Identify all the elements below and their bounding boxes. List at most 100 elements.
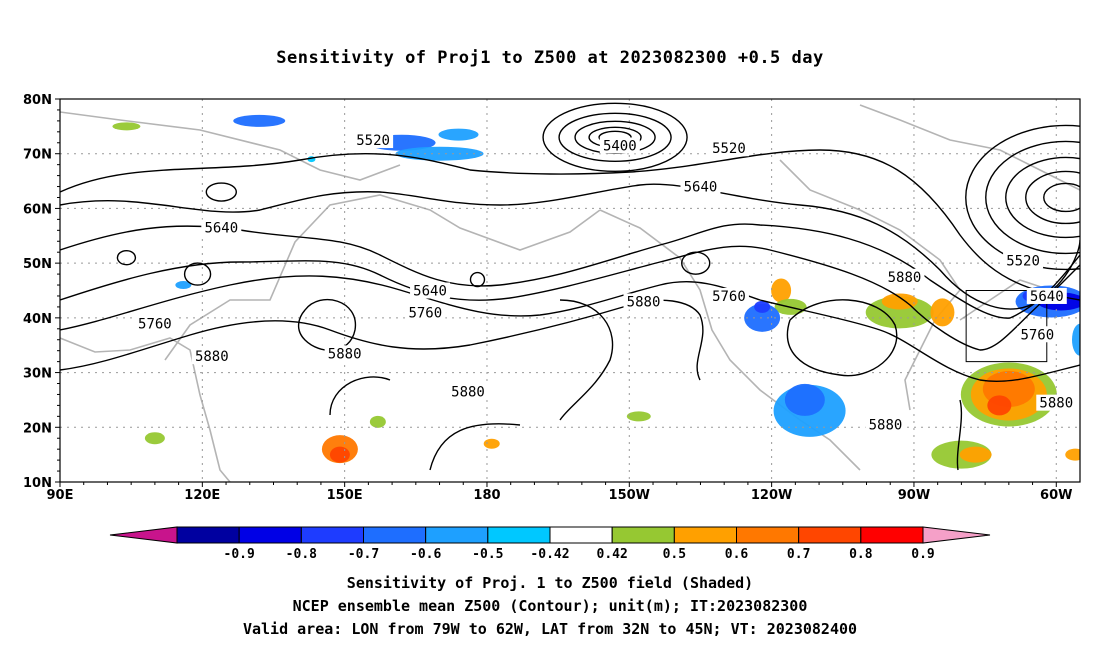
lon-label-5: 120W — [751, 488, 792, 503]
contour-label-9: 5760 — [712, 289, 746, 305]
legend-line-valid-area: Valid area: LON from 79W to 62W, LAT fro… — [242, 620, 858, 638]
lon-label-3: 180 — [473, 488, 500, 503]
valid-area-rect — [965, 290, 1048, 363]
contour-label-bg-1 — [599, 137, 640, 154]
contour-label-6: 5640 — [413, 284, 447, 300]
colorbar-box-2 — [300, 526, 365, 544]
legend-line-contour: NCEP ensemble mean Z500 (Contour); unit(… — [292, 597, 808, 615]
colorbar-label-5: -0.42 — [530, 547, 569, 562]
shading-blob-2 — [329, 446, 350, 463]
shading-blob-5 — [483, 438, 500, 449]
colorbar-box-8 — [673, 526, 737, 544]
contour-label-bg-7 — [1026, 287, 1067, 304]
colorbar-label-0: -0.9 — [224, 547, 255, 562]
contour-ring-12 — [183, 262, 212, 286]
legend-line-shaded: Sensitivity of Proj. 1 to Z500 field (Sh… — [346, 574, 754, 592]
colorbar-label-7: 0.5 — [663, 547, 686, 562]
lat-label-3: 50N — [23, 257, 52, 272]
shading-blob-7 — [771, 278, 792, 303]
contour-line-3 — [60, 245, 1080, 351]
shading-blob-4 — [369, 415, 386, 428]
contour-line-0 — [60, 149, 1080, 301]
shading-blob-22 — [233, 114, 286, 127]
lat-label-7: 10N — [23, 476, 52, 491]
colorbar-label-8: 0.6 — [725, 547, 749, 562]
shading-blob-32 — [1072, 323, 1080, 356]
shading-blob-3 — [144, 432, 165, 445]
lon-label-7: 60W — [1040, 488, 1072, 503]
contour-ring-3 — [558, 112, 672, 163]
contour-label-bg-17 — [1036, 394, 1077, 411]
coastline-4 — [779, 159, 961, 411]
shading-blob-10 — [881, 293, 918, 310]
contour-label-bg-9 — [708, 287, 749, 304]
colorbar-under — [109, 526, 178, 544]
colorbar-label-1: -0.8 — [286, 547, 317, 562]
contour-label-bg-14 — [324, 345, 365, 362]
contour-label-11: 5760 — [408, 305, 442, 321]
colorbar-box-9 — [736, 526, 800, 544]
coastlines — [60, 104, 1080, 482]
coastline-1 — [164, 194, 601, 361]
coastline-3 — [60, 111, 401, 181]
contour-label-bg-5 — [1003, 252, 1044, 269]
contour-label-bg-3 — [680, 178, 721, 195]
contour-label-bg-6 — [410, 282, 451, 299]
contour-ring-8 — [985, 140, 1080, 255]
contour-line-4 — [60, 275, 1080, 383]
lat-label-1: 70N — [23, 148, 52, 163]
colorbar-box-10 — [798, 526, 862, 544]
contour-label-bg-2 — [708, 140, 749, 157]
valid-area-box — [965, 290, 1048, 363]
contour-ring-10 — [205, 182, 238, 202]
shading-blob-11 — [930, 298, 955, 327]
contour-label-13: 5760 — [1020, 327, 1054, 343]
contour-ring-13 — [681, 251, 711, 275]
contour-ring-9 — [965, 124, 1080, 271]
contour-label-15: 5880 — [195, 349, 229, 365]
contour-label-4: 5640 — [204, 221, 238, 237]
shading-blob-6 — [626, 411, 651, 422]
contour-label-2: 5520 — [712, 141, 746, 157]
shading-blob-19 — [438, 128, 479, 141]
contour-label-7: 5640 — [1030, 289, 1064, 305]
shading-blob-26 — [754, 300, 771, 313]
contour-line-10 — [429, 423, 521, 471]
colorbar-box-6 — [549, 526, 613, 544]
contour-label-bg-8 — [884, 268, 925, 285]
contour-label-3: 5640 — [684, 180, 718, 196]
map-frame — [59, 98, 1081, 483]
colorbar-box-4 — [425, 526, 489, 544]
contour-line-6 — [559, 299, 614, 421]
contour-label-8: 5880 — [888, 270, 922, 286]
contour-label-5: 5520 — [1006, 253, 1040, 269]
contour-line-5 — [60, 299, 704, 381]
coastline-0 — [60, 337, 231, 482]
contour-label-16: 5880 — [451, 385, 485, 401]
contour-label-0: 5520 — [356, 133, 390, 149]
contour-label-17: 5880 — [1039, 396, 1073, 412]
contour-line-11 — [956, 399, 963, 471]
lat-label-4: 40N — [23, 312, 52, 327]
lon-label-6: 90W — [898, 488, 930, 503]
colorbar-box-7 — [611, 526, 675, 544]
contour-line-8 — [297, 299, 356, 351]
contour-label-14: 5880 — [328, 346, 362, 362]
contour-ring-14 — [469, 271, 486, 288]
contour-ring-5 — [1043, 182, 1080, 213]
contour-label-bg-15 — [191, 348, 232, 365]
contour-line-9 — [329, 376, 391, 416]
colorbar-label-2: -0.7 — [348, 547, 379, 562]
colorbar-label-9: 0.7 — [787, 547, 810, 562]
contour-label-1: 5400 — [603, 139, 637, 155]
lat-label-2: 60N — [23, 202, 52, 217]
colorbar-label-10: 0.8 — [849, 547, 873, 562]
lat-label-6: 20N — [23, 421, 52, 436]
legend-text: Sensitivity of Proj. 1 to Z500 field (Sh… — [0, 572, 1100, 641]
lat-label-0: 80N — [23, 93, 52, 108]
colorbar-box-11 — [860, 526, 924, 544]
colorbar-box-5 — [487, 526, 551, 544]
contour-labels: 5520 5400 5520 5640 5640 5520 5640 5640 5880 5760… — [134, 132, 1077, 434]
